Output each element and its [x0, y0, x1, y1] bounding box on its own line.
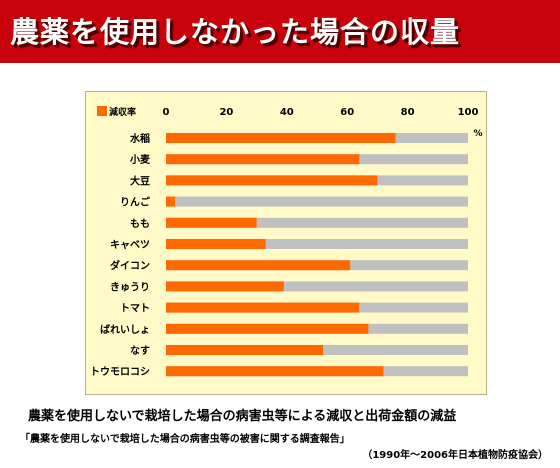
category-label: もも	[130, 218, 150, 230]
x-tick-label: 100	[458, 107, 479, 118]
legend-swatch	[97, 106, 107, 116]
title-banner: 農薬を使用しなかった場合の収量	[0, 0, 560, 63]
bar-reduction	[166, 281, 284, 292]
bar-remaining	[166, 239, 468, 249]
x-tick-label: 60	[340, 107, 354, 118]
bar-reduction	[166, 133, 396, 143]
bar-remaining	[166, 217, 468, 228]
x-tick-label: 80	[401, 107, 415, 118]
bar-reduction	[166, 196, 176, 207]
category-label: なす	[130, 345, 150, 357]
x-tick-label: 20	[219, 107, 233, 118]
bar-reduction	[166, 323, 369, 334]
category-label: ばれいしょ	[100, 323, 150, 336]
bar-remaining	[166, 281, 468, 292]
legend-label: 減収率	[109, 106, 136, 118]
x-tick-label: 40	[280, 107, 294, 118]
bar-reduction	[166, 302, 360, 313]
bar-reduction	[166, 345, 324, 355]
page-title: 農薬を使用しなかった場合の収量	[10, 15, 461, 49]
chart-caption: 農薬を使用しないで栽培した場合の病害虫等による減収と出荷金額の減益	[28, 409, 457, 424]
bar-reduction	[166, 175, 378, 186]
category-label: 大豆	[130, 174, 150, 187]
report-title: 「農薬を使用しないで栽培した場合の病害虫等の被害に関する調査報告」	[20, 434, 350, 445]
category-label: キャベツ	[110, 239, 150, 251]
bar-reduction	[166, 260, 351, 271]
x-tick-label: 0	[163, 107, 170, 118]
category-label: トウモロコシ	[90, 366, 150, 378]
unit-label: %	[473, 129, 482, 139]
category-label: きゅうり	[110, 281, 150, 293]
category-label: ダイコン	[110, 259, 150, 272]
category-label: 小麦	[129, 153, 151, 166]
bar-reduction	[166, 217, 257, 228]
category-label: トマト	[120, 303, 150, 315]
source-note: （1990年～2006年日本植物防疫協会）	[362, 450, 548, 461]
category-label: りんご	[120, 196, 151, 209]
bar-reduction	[166, 239, 266, 249]
category-label: 水稲	[129, 132, 150, 145]
bar-reduction	[166, 154, 360, 165]
bar-remaining	[166, 196, 468, 207]
bar-reduction	[166, 366, 384, 377]
